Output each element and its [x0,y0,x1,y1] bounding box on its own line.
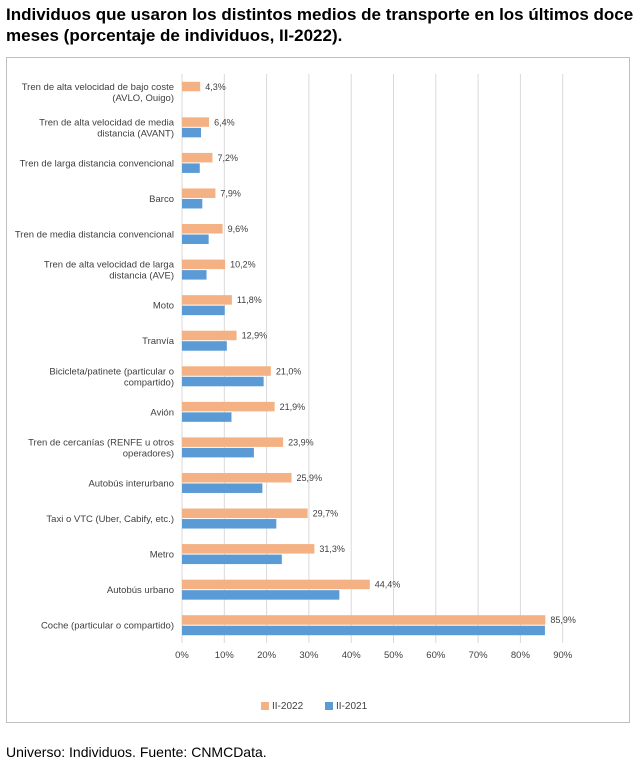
bar-ii-2022 [182,508,308,519]
data-label: 7,9% [220,188,241,198]
bar-ii-2022 [182,544,315,554]
category-label: Tren de alta velocidad de media [39,117,175,128]
data-label: 21,9% [280,402,306,412]
page-title: Individuos que usaron los distintos medi… [6,5,634,45]
bar-ii-2022 [182,615,546,625]
bar-ii-2022 [182,295,232,305]
bar-ii-2021 [182,163,200,173]
category-label: Coche (particular o compartido) [41,621,174,632]
bar-ii-2021 [182,270,207,280]
category-label: Tranvía [142,336,175,347]
data-label: 7,2% [217,153,238,163]
chart-container: 0% 10% 20% 30% 40% 50% 60% 70% 80% 90% 4,3% Tren de… [6,57,630,723]
category-label: Barco [149,194,174,205]
bar-ii-2021 [182,376,264,387]
grid-lines [181,74,564,643]
x-tick-label: 50% [384,650,404,661]
data-label: 23,9% [288,437,314,447]
data-label: 11,8% [237,295,262,305]
bar-ii-2021 [182,305,225,316]
bar-ii-2021 [182,198,203,209]
legend-swatch-ii-2021 [325,702,333,710]
category-label: distancia (AVE) [109,271,174,282]
bar-ii-2022 [182,224,223,234]
legend-label-ii-2021: II-2021 [336,701,368,712]
legend: II-2022 II-2021 [261,701,368,712]
x-tick-label: 40% [342,650,362,661]
bar-ii-2021 [182,234,209,245]
data-label: 31,3% [319,544,345,554]
x-tick-label: 90% [553,650,573,661]
bar-ii-2021 [182,554,282,565]
category-label: (AVLO, Ouigo) [112,93,174,104]
x-tick-label: 80% [511,650,531,661]
data-label: 85,9% [550,615,576,625]
category-label: Tren de alta velocidad de larga [44,260,175,271]
data-label: 29,7% [313,509,339,519]
bar-ii-2022 [182,579,370,590]
category-label: Taxi o VTC (Uber, Cabify, etc.) [46,514,174,525]
data-label: 21,0% [276,366,302,376]
bar-ii-2022 [182,259,226,270]
legend-swatch-ii-2022 [261,702,269,710]
bar-ii-2021 [182,341,227,351]
x-tick-label: 70% [469,650,489,661]
bar-ii-2022 [182,472,292,483]
bar-ii-2021 [182,519,277,529]
bar-ii-2021 [182,625,545,636]
source-footer: Universo: Individuos. Fuente: CNMCData. [6,744,267,760]
bar-ii-2022 [182,437,284,447]
category-label: Autobús interurbano [88,478,174,489]
data-label: 9,6% [228,224,249,234]
data-label: 4,3% [205,82,226,92]
category-label: Tren de media distancia convencional [15,230,174,241]
category-label: Tren de cercanías (RENFE u otros [28,437,174,448]
bar-ii-2022 [182,188,216,198]
x-tick-label: 30% [299,650,319,661]
data-label: 6,4% [214,117,235,127]
category-label: Avión [150,407,174,418]
labels: 0% 10% 20% 30% 40% 50% 60% 70% 80% 90% 4,3% Tren de… [15,82,576,661]
bar-chart: 0% 10% 20% 30% 40% 50% 60% 70% 80% 90% 4,3% Tren de… [15,74,576,712]
bar-ii-2021 [182,127,202,138]
category-label: Moto [153,301,174,312]
category-label: operadores) [123,448,174,459]
x-tick-label: 10% [215,650,235,661]
bar-ii-2021 [182,590,340,600]
bar-ii-2022 [182,117,210,127]
category-label: Tren de alta velocidad de bajo coste [22,82,174,93]
category-label: distancia (AVANT) [97,128,174,139]
bar-ii-2022 [182,330,237,341]
category-label: Autobús urbano [107,585,174,596]
legend-label-ii-2022: II-2022 [272,701,304,712]
bar-ii-2022 [182,401,275,412]
bar-ii-2022 [182,152,213,163]
category-label: compartido) [124,377,174,388]
category-label: Tren de larga distancia convencional [20,158,174,169]
category-label: Metro [150,550,174,561]
x-tick-label: 0% [175,650,189,661]
bar-ii-2022 [182,81,201,92]
data-label: 12,9% [242,331,268,341]
data-label: 44,4% [375,580,401,590]
bar-ii-2021 [182,483,263,493]
bar-ii-2022 [182,366,271,376]
x-tick-label: 20% [257,650,277,661]
bars [182,81,546,636]
bar-ii-2021 [182,412,232,422]
data-label: 25,9% [297,473,323,483]
data-label: 10,2% [230,260,256,270]
bar-ii-2021 [182,447,254,458]
x-tick-label: 60% [426,650,446,661]
category-label: Bicicleta/patinete (particular o [49,366,174,377]
